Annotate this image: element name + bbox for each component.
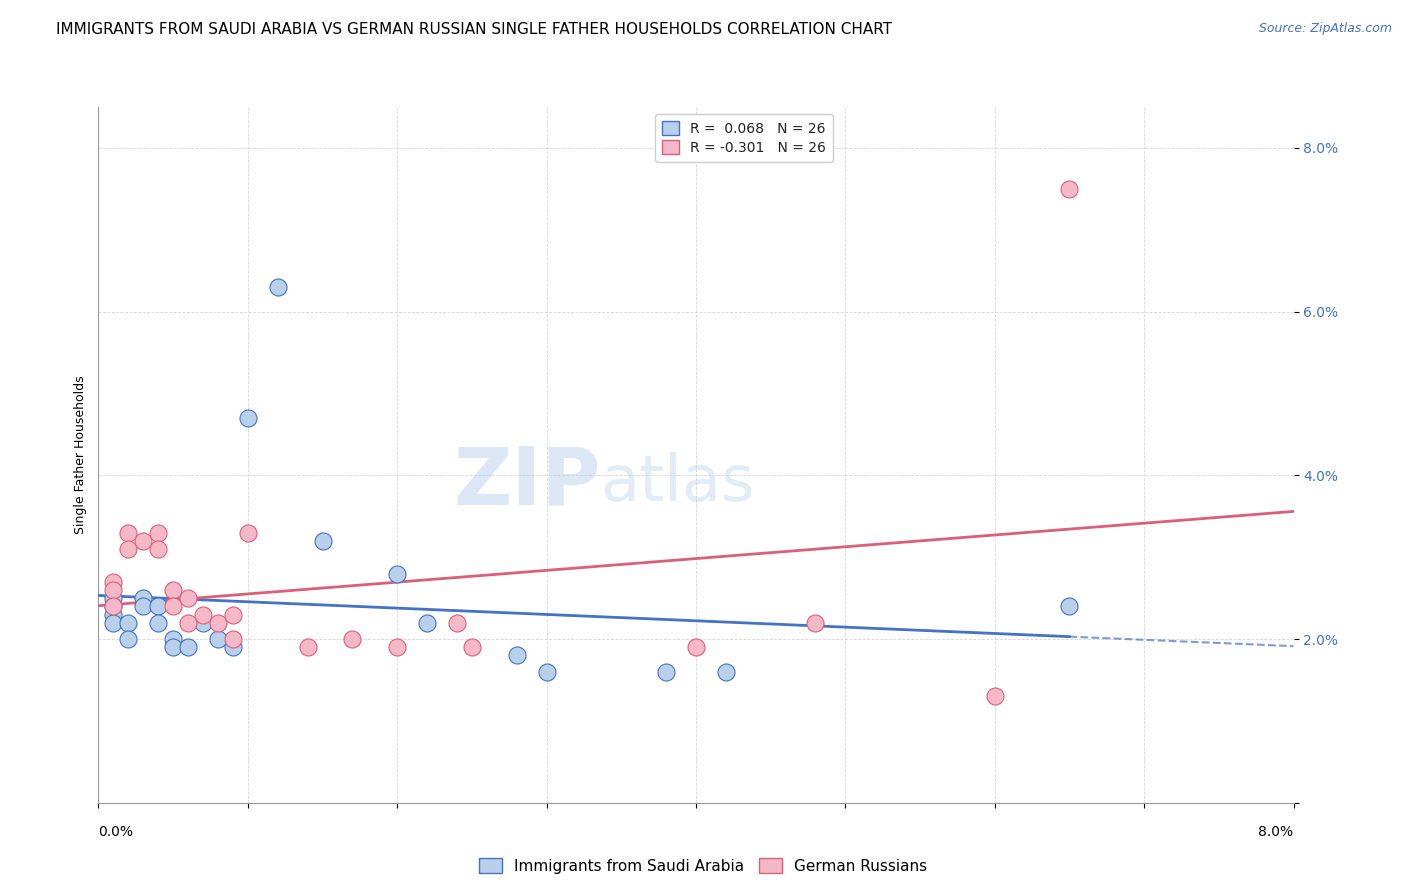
Point bbox=[655, 665, 678, 679]
Point bbox=[804, 615, 827, 630]
Point bbox=[685, 640, 707, 655]
Point bbox=[162, 599, 184, 614]
Point bbox=[267, 280, 290, 294]
Point bbox=[103, 607, 125, 622]
Point bbox=[117, 632, 139, 646]
Point bbox=[1059, 599, 1081, 614]
Point bbox=[207, 615, 229, 630]
Point bbox=[446, 615, 468, 630]
Point bbox=[342, 632, 364, 646]
Point bbox=[103, 599, 125, 614]
Text: IMMIGRANTS FROM SAUDI ARABIA VS GERMAN RUSSIAN SINGLE FATHER HOUSEHOLDS CORRELAT: IMMIGRANTS FROM SAUDI ARABIA VS GERMAN R… bbox=[56, 22, 893, 37]
Text: 0.0%: 0.0% bbox=[98, 825, 134, 839]
Point bbox=[148, 599, 170, 614]
Point bbox=[236, 411, 259, 425]
Text: ZIP: ZIP bbox=[453, 443, 600, 522]
Point bbox=[103, 599, 125, 614]
Point bbox=[162, 640, 184, 655]
Point bbox=[103, 591, 125, 606]
Text: 8.0%: 8.0% bbox=[1258, 825, 1294, 839]
Point bbox=[191, 607, 214, 622]
Point bbox=[117, 615, 139, 630]
Text: atlas: atlas bbox=[600, 451, 755, 514]
Point bbox=[148, 615, 170, 630]
Legend: Immigrants from Saudi Arabia, German Russians: Immigrants from Saudi Arabia, German Rus… bbox=[472, 852, 934, 880]
Point bbox=[103, 615, 125, 630]
Point bbox=[148, 542, 170, 557]
Text: Source: ZipAtlas.com: Source: ZipAtlas.com bbox=[1258, 22, 1392, 36]
Point bbox=[132, 599, 155, 614]
Point bbox=[1059, 182, 1081, 196]
Point bbox=[506, 648, 529, 663]
Point bbox=[103, 574, 125, 589]
Y-axis label: Single Father Households: Single Father Households bbox=[75, 376, 87, 534]
Point bbox=[416, 615, 439, 630]
Point bbox=[177, 591, 200, 606]
Point bbox=[236, 525, 259, 540]
Point bbox=[536, 665, 558, 679]
Point bbox=[132, 591, 155, 606]
Point bbox=[148, 525, 170, 540]
Point bbox=[461, 640, 484, 655]
Point bbox=[117, 525, 139, 540]
Point bbox=[714, 665, 737, 679]
Point bbox=[162, 632, 184, 646]
Point bbox=[162, 582, 184, 597]
Point bbox=[177, 615, 200, 630]
Point bbox=[222, 632, 245, 646]
Point bbox=[103, 582, 125, 597]
Point bbox=[191, 615, 214, 630]
Point bbox=[385, 566, 409, 581]
Point bbox=[207, 632, 229, 646]
Legend: R =  0.068   N = 26, R = -0.301   N = 26: R = 0.068 N = 26, R = -0.301 N = 26 bbox=[655, 114, 832, 161]
Point bbox=[311, 533, 333, 548]
Point bbox=[385, 640, 409, 655]
Point bbox=[177, 640, 200, 655]
Point bbox=[117, 542, 139, 557]
Point bbox=[983, 690, 1005, 704]
Point bbox=[222, 607, 245, 622]
Point bbox=[222, 640, 245, 655]
Point bbox=[297, 640, 319, 655]
Point bbox=[132, 533, 155, 548]
